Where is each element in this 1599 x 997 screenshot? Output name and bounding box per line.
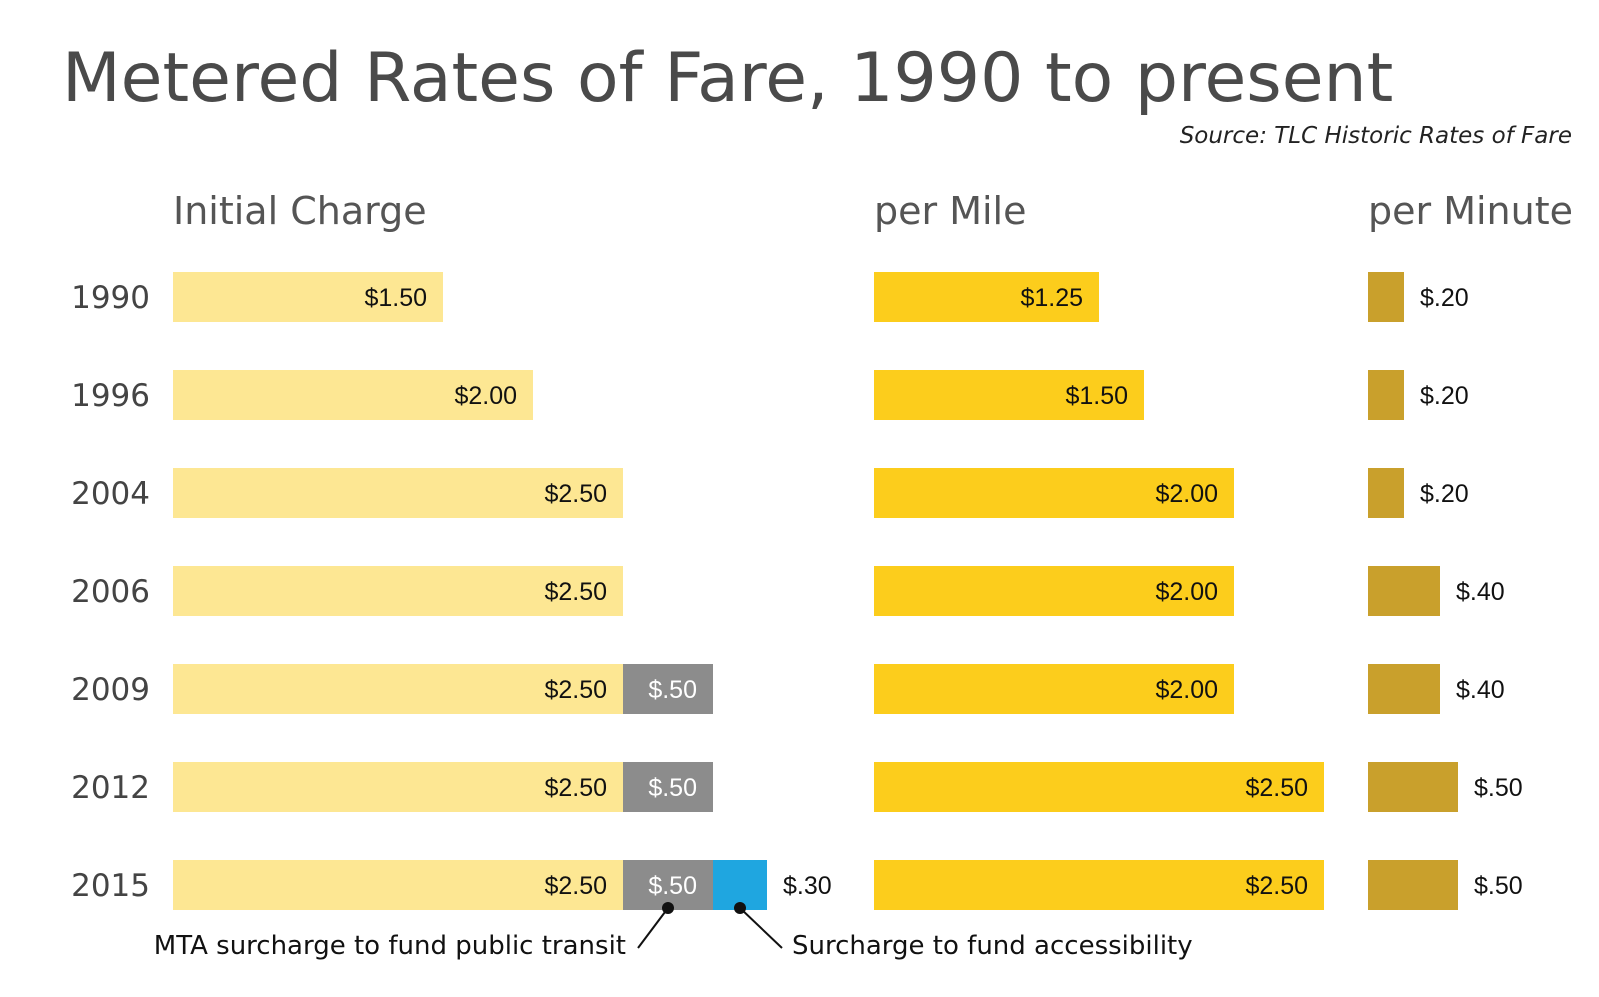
data-label: $.20 — [1420, 284, 1469, 312]
data-label: $2.50 — [1245, 872, 1308, 900]
bar-segment — [874, 762, 1324, 812]
bar-segment — [173, 860, 623, 910]
data-label: $2.00 — [1155, 480, 1218, 508]
year-label: 2006 — [71, 574, 150, 610]
bar-segment — [1368, 664, 1440, 714]
annotation-text: Surcharge to fund accessibility — [792, 931, 1193, 961]
bar-segment — [1368, 566, 1440, 616]
data-label: $.50 — [648, 872, 697, 900]
data-label: $1.25 — [1020, 284, 1083, 312]
panel-header: per Mile — [874, 189, 1026, 233]
data-label: $.20 — [1420, 480, 1469, 508]
data-label: $1.50 — [364, 284, 427, 312]
chart-marks: 1990 1996 2004 2006 2009 2012 2015 Initial Char… — [71, 189, 1573, 961]
bar-segment — [874, 468, 1234, 518]
bar-segment — [623, 860, 713, 910]
year-label: 2012 — [71, 770, 150, 806]
data-label: $2.00 — [1155, 578, 1218, 606]
data-label: $2.50 — [1245, 774, 1308, 802]
data-label: $2.50 — [544, 480, 607, 508]
bar-segment — [173, 762, 623, 812]
data-label: $1.50 — [1065, 382, 1128, 410]
annotation-text: MTA surcharge to fund public transit — [154, 931, 626, 961]
bar-segment — [173, 566, 623, 616]
data-label: $2.00 — [1155, 676, 1218, 704]
year-label: 1990 — [71, 280, 150, 316]
chart-source: Source: TLC Historic Rates of Fare — [1180, 123, 1572, 149]
year-label: 1996 — [71, 378, 150, 414]
bar-segment — [1368, 272, 1404, 322]
data-label: $.50 — [648, 774, 697, 802]
data-label: $2.50 — [544, 872, 607, 900]
bar-segment — [874, 860, 1324, 910]
annotation-leader — [739, 907, 783, 949]
bar-segment — [173, 664, 623, 714]
data-label: $.50 — [1474, 872, 1523, 900]
bar-segment — [623, 664, 713, 714]
bar-segment — [173, 468, 623, 518]
year-label: 2009 — [71, 672, 150, 708]
panel-header: per Minute — [1368, 189, 1573, 233]
data-label: $.50 — [1474, 774, 1523, 802]
bar-segment — [1368, 468, 1404, 518]
bar-segment — [173, 272, 443, 322]
data-label: $.40 — [1456, 578, 1505, 606]
data-label: $.30 — [783, 872, 832, 900]
bar-segment — [1368, 762, 1458, 812]
year-label: 2004 — [71, 476, 150, 512]
data-label: $.40 — [1456, 676, 1505, 704]
data-label: $.20 — [1420, 382, 1469, 410]
annotation-leader — [637, 907, 669, 949]
data-label: $2.00 — [454, 382, 517, 410]
year-label: 2015 — [71, 868, 150, 904]
bar-segment — [713, 860, 767, 910]
bar-segment — [1368, 860, 1458, 910]
bar-segment — [874, 370, 1144, 420]
data-label: $2.50 — [544, 774, 607, 802]
bar-segment — [874, 664, 1234, 714]
bar-segment — [874, 272, 1099, 322]
bar-segment — [623, 762, 713, 812]
bar-segment — [1368, 370, 1404, 420]
data-label: $2.50 — [544, 676, 607, 704]
chart-title: Metered Rates of Fare, 1990 to present — [62, 39, 1393, 118]
data-label: $.50 — [648, 676, 697, 704]
panel-header: Initial Charge — [173, 189, 427, 233]
bar-segment — [173, 370, 533, 420]
bar-segment — [874, 566, 1234, 616]
data-label: $2.50 — [544, 578, 607, 606]
